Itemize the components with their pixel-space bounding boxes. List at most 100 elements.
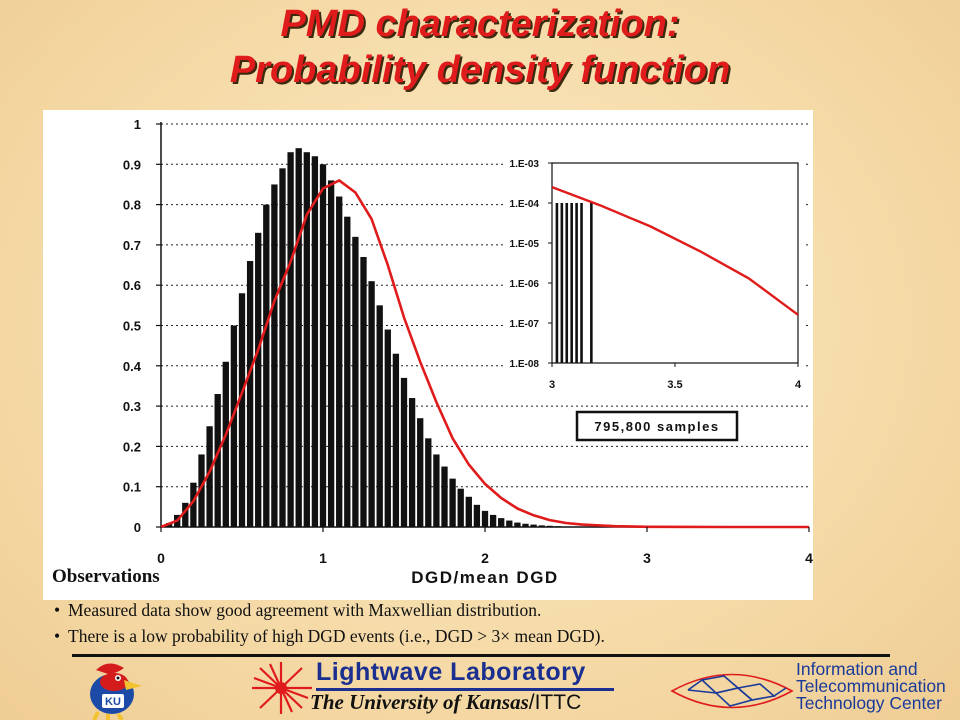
histogram-bar [263, 204, 270, 527]
inset-histogram-bar [565, 203, 569, 363]
university-name: The University of Kansas [310, 690, 529, 714]
lightwave-laboratory-label: Lightwave Laboratory [316, 658, 586, 686]
histogram-bar [360, 256, 367, 527]
y-tick-label: 0.8 [123, 198, 141, 213]
histogram-bar [255, 232, 262, 527]
x-tick-label: 2 [481, 550, 489, 566]
histogram-bar [182, 502, 189, 527]
x-tick-label: 4 [805, 550, 813, 566]
histogram-bar [230, 325, 238, 527]
inset-histogram-bar [570, 203, 573, 363]
inset-histogram-bar [590, 203, 593, 363]
slide-title-line1: PMD characterization: [280, 3, 680, 45]
histogram-bar [392, 353, 400, 527]
observation-item-2: • There is a low probability of high DGD … [54, 626, 605, 646]
inset-y-tick-label: 1.E-04 [510, 199, 540, 210]
histogram-bar [481, 510, 489, 527]
inset-histogram-bar [560, 203, 564, 363]
x-tick-label: 0 [157, 550, 165, 566]
histogram-bar [400, 377, 408, 527]
jayhawk-mascot-logo: KU [90, 663, 142, 720]
lightwave-underline [316, 688, 614, 691]
y-tick-label: 0.2 [123, 439, 141, 454]
slide-title-line2: Probability density function [229, 49, 731, 91]
observations-heading: Observations [52, 566, 160, 587]
histogram-bar [222, 361, 229, 527]
histogram-bar [246, 261, 254, 527]
histogram-bar [271, 184, 278, 527]
histogram-bar [425, 438, 432, 527]
histogram-bar [311, 156, 319, 528]
inset-histogram-bar [580, 203, 583, 363]
ittc-suffix: /ITTC [528, 691, 582, 714]
observation-item-1: • Measured data show good agreement with … [54, 600, 542, 620]
observation-text-2: There is a low probability of high DGD e… [68, 626, 605, 646]
inset-y-tick-label: 1.E-07 [510, 319, 540, 330]
y-tick-label: 0.3 [123, 399, 141, 414]
y-tick-label: 1 [134, 117, 141, 132]
histogram-bar [457, 488, 464, 527]
x-axis-label: DGD/mean DGD [411, 568, 558, 587]
laser-starburst-icon [252, 662, 312, 714]
ittc-network-logo [670, 673, 794, 709]
inset-fit-curve [551, 185, 799, 316]
sample-count-box [575, 410, 739, 442]
histogram-bar [336, 196, 343, 528]
footer-divider [72, 654, 890, 657]
histogram-bar [190, 482, 197, 527]
histogram-bar [279, 168, 286, 527]
inset-background [505, 148, 805, 398]
histogram-bar [198, 454, 205, 527]
ittc-label: Information and Telecommunication Techno… [796, 659, 946, 713]
x-tick-label: 3 [643, 550, 651, 566]
histogram-bar [384, 329, 391, 527]
maxwellian-fit-curve [160, 179, 809, 529]
inset-y-tick-label: 1.E-05 [510, 239, 540, 250]
inset-x-tick-label: 4 [795, 379, 802, 391]
histogram-bar [214, 394, 221, 527]
histogram-bar [441, 466, 448, 527]
y-tick-label: 0.9 [123, 157, 141, 172]
histogram-bar [408, 398, 416, 527]
inset-histogram-bar [555, 203, 559, 363]
histogram-bar [352, 236, 359, 527]
inset-x-tick-label: 3 [549, 379, 555, 391]
inset-y-tick-label: 1.E-08 [510, 359, 540, 370]
y-tick-label: 0.7 [123, 238, 141, 253]
histogram-bar [498, 518, 505, 527]
jayhawk-badge-text: KU [105, 696, 121, 708]
inset-x-tick-label: 3.5 [667, 379, 682, 391]
histogram-bar [522, 523, 529, 527]
y-tick-label: 0.1 [123, 480, 141, 495]
histogram-bar [506, 520, 513, 527]
y-tick-label: 0.6 [123, 278, 141, 293]
ittc-label-line2: Telecommunication [796, 676, 946, 696]
histogram-bar [327, 180, 335, 528]
histogram-bar [287, 152, 294, 527]
histogram-bar [530, 524, 537, 527]
y-tick-label: 0 [134, 520, 141, 535]
inset-y-tick-label: 1.E-03 [510, 159, 540, 170]
histogram-bar [449, 478, 456, 527]
pdf-chart: 0 0.1 0.2 0.3 0.4 0.5 0.6 0.7 0.8 0.9 1 0 1 2 3 4 DGD/m… [122, 117, 814, 587]
y-tick-label: 0.4 [123, 359, 142, 374]
ittc-label-line1: Information and [796, 659, 918, 679]
university-label: The University of Kansas/ITTC [310, 690, 581, 715]
histogram-bar [473, 504, 481, 527]
histogram-bar [295, 148, 302, 527]
histogram-bar [538, 525, 545, 527]
histogram-bar [344, 216, 351, 527]
histogram-bar [376, 305, 383, 527]
histogram-bar [238, 293, 246, 527]
histogram-bar [319, 164, 327, 528]
histogram-bar [368, 281, 375, 527]
histogram-bar [206, 426, 213, 527]
histogram-bar [417, 418, 424, 527]
histogram-bar [514, 522, 521, 527]
histogram-bar [465, 496, 472, 527]
histogram-bar [303, 152, 310, 527]
ittc-label-line3: Technology Center [796, 693, 942, 713]
observation-text-1: Measured data show good agreement with M… [68, 600, 542, 620]
inset-y-tick-label: 1.E-06 [510, 279, 540, 290]
inset-histogram-bar [575, 203, 578, 363]
